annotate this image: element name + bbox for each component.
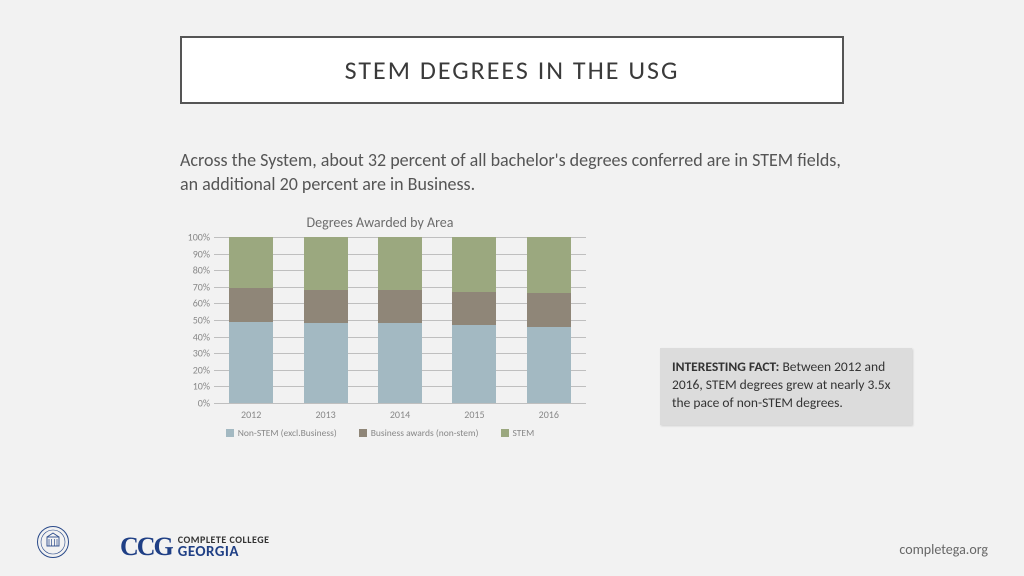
footer-url: completega.org	[899, 541, 988, 558]
y-tick-label: 60%	[170, 297, 210, 310]
legend-swatch	[226, 429, 234, 437]
bar-column	[304, 237, 348, 403]
y-tick-label: 70%	[170, 280, 210, 293]
bar-column	[229, 237, 273, 403]
bar-segment	[378, 290, 422, 323]
page-title: STEM DEGREES IN THE USG	[345, 54, 680, 86]
bar-segment	[527, 293, 571, 326]
x-tick-label: 2015	[464, 408, 484, 421]
y-tick-label: 10%	[170, 380, 210, 393]
y-tick-label: 100%	[170, 231, 210, 244]
bar-segment	[304, 290, 348, 323]
x-tick-label: 2013	[315, 408, 335, 421]
y-tick-label: 40%	[170, 330, 210, 343]
legend-label: Non-STEM (excl.Business)	[238, 427, 337, 439]
y-tick-label: 20%	[170, 363, 210, 376]
footer: CCG COMPLETE COLLEGE GEORGIA completega.…	[0, 530, 1024, 576]
bar-segment	[452, 237, 496, 292]
stacked-bar-chart: 0%10%20%30%40%50%60%70%80%90%100% 201220…	[170, 237, 590, 421]
logo-line2: GEORGIA	[178, 545, 270, 559]
subtitle-text: Across the System, about 32 percent of a…	[180, 148, 850, 197]
bar-segment	[378, 323, 422, 403]
bar-segment	[304, 237, 348, 290]
title-box: STEM DEGREES IN THE USG	[180, 36, 844, 104]
x-tick-label: 2016	[539, 408, 559, 421]
seal-icon	[36, 525, 70, 564]
y-tick-label: 50%	[170, 314, 210, 327]
bar-segment	[378, 237, 422, 290]
legend-item: Business awards (non-stem)	[359, 427, 479, 439]
bar-segment	[304, 323, 348, 403]
bar-column	[527, 237, 571, 403]
y-tick-label: 90%	[170, 247, 210, 260]
logo-mark: CCG	[120, 532, 172, 562]
ccg-logo: CCG COMPLETE COLLEGE GEORGIA	[120, 532, 269, 562]
fact-heading: INTERESTING FACT:	[672, 358, 779, 375]
bar-column	[452, 237, 496, 403]
bar-segment	[452, 292, 496, 325]
legend-item: STEM	[501, 427, 535, 439]
bar-segment	[229, 288, 273, 321]
bar-column	[378, 237, 422, 403]
bar-segment	[229, 237, 273, 288]
legend-swatch	[359, 429, 367, 437]
bar-segment	[527, 327, 571, 403]
legend-label: STEM	[513, 427, 535, 439]
gridline	[214, 403, 586, 404]
bar-segment	[452, 325, 496, 403]
chart-title: Degrees Awarded by Area	[170, 214, 590, 231]
plot-area	[214, 237, 586, 403]
legend-label: Business awards (non-stem)	[371, 427, 479, 439]
chart-container: Degrees Awarded by Area 0% 10% 20% 30% 40% 50…	[170, 214, 590, 439]
bar-segment	[229, 322, 273, 403]
y-tick-label: 0%	[170, 397, 210, 410]
fact-box: INTERESTING FACT: Between 2012 and 2016,…	[660, 348, 912, 425]
logo-text: COMPLETE COLLEGE GEORGIA	[178, 535, 270, 559]
x-tick-label: 2012	[241, 408, 261, 421]
bar-segment	[527, 237, 571, 293]
y-tick-label: 30%	[170, 347, 210, 360]
bars-group	[214, 237, 586, 403]
y-tick-label: 80%	[170, 264, 210, 277]
legend-item: Non-STEM (excl.Business)	[226, 427, 337, 439]
x-tick-label: 2014	[390, 408, 410, 421]
chart-legend: Non-STEM (excl.Business) Business awards …	[170, 427, 590, 439]
legend-swatch	[501, 429, 509, 437]
